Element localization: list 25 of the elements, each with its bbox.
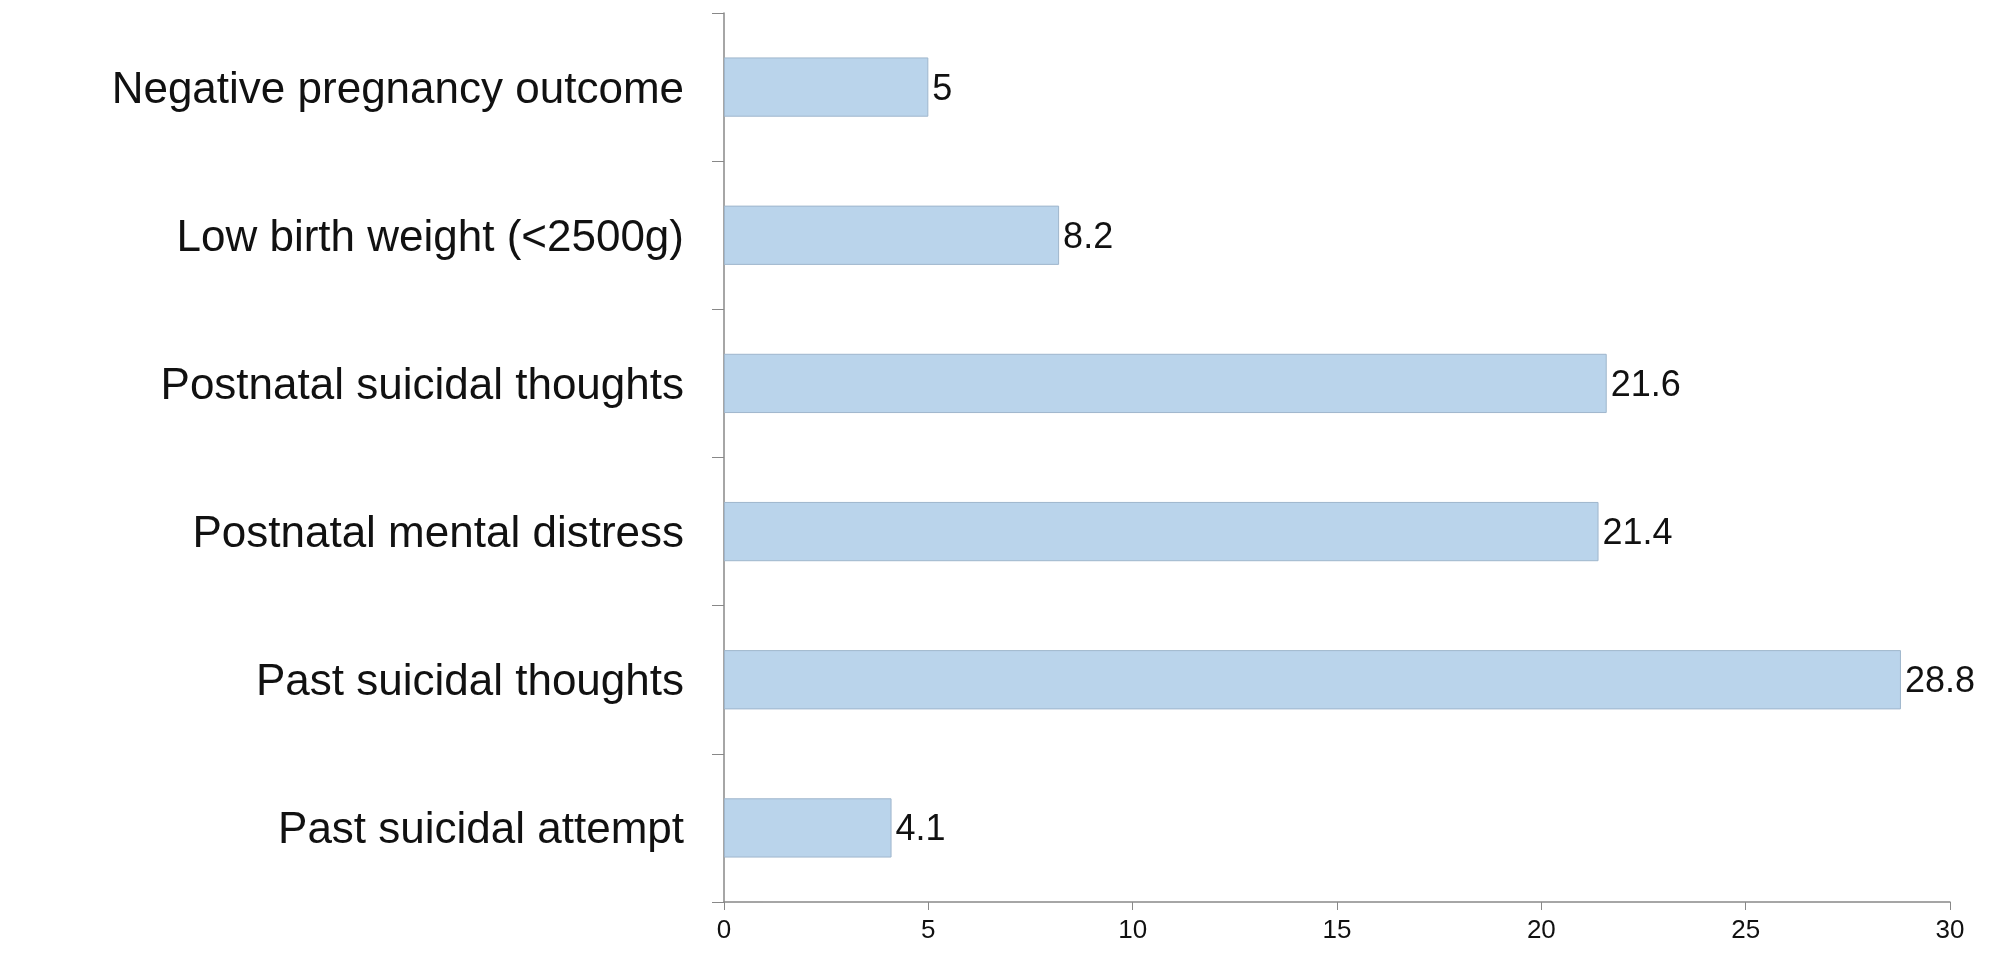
y-tick-label: Postnatal mental distress xyxy=(192,507,684,557)
x-tick-label: 25 xyxy=(1731,914,1761,944)
x-tick-label: 5 xyxy=(921,914,936,944)
bar xyxy=(724,353,1607,414)
y-tick-label: Past suicidal attempt xyxy=(278,803,684,853)
bar xyxy=(724,501,1599,562)
y-tick-label: Postnatal suicidal thoughts xyxy=(160,358,684,408)
data-label: 21.4 xyxy=(1602,511,1673,553)
y-tick-label: Negative pregnancy outcome xyxy=(111,62,684,112)
bar xyxy=(724,798,892,858)
data-label: 28.8 xyxy=(1904,659,1976,701)
x-tick-label: 15 xyxy=(1322,914,1352,944)
bar xyxy=(724,57,929,117)
x-tick-label: 30 xyxy=(1935,914,1965,944)
x-tick-label: 0 xyxy=(716,914,732,944)
bar xyxy=(724,650,1901,710)
y-tick-label: Low birth weight (<2500g) xyxy=(176,210,684,260)
bar xyxy=(724,205,1060,265)
data-label: 4.1 xyxy=(895,807,946,849)
data-label: 21.6 xyxy=(1610,362,1681,404)
data-label: 8.2 xyxy=(1063,214,1114,256)
y-tick-label: Past suicidal thoughts xyxy=(255,655,684,705)
x-tick-label: 20 xyxy=(1526,914,1556,944)
data-label: 5 xyxy=(932,66,953,108)
x-tick-label: 10 xyxy=(1118,914,1148,944)
